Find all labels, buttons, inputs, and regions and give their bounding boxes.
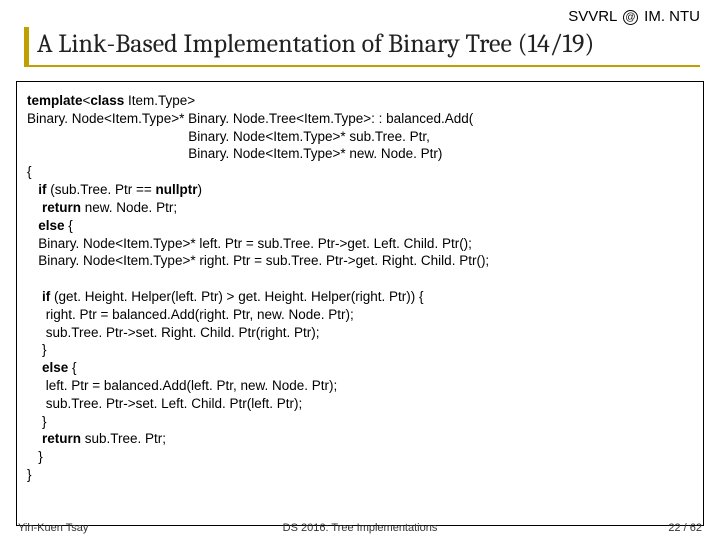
- code-line: [27, 270, 693, 288]
- at-symbol: @: [623, 10, 638, 25]
- code-line: Binary. Node<Item.Type>* new. Node. Ptr): [27, 145, 693, 163]
- code-line: sub.Tree. Ptr->set. Right. Child. Ptr(ri…: [27, 324, 693, 342]
- code-line: Binary. Node<Item.Type>* left. Ptr = sub…: [27, 235, 693, 253]
- code-line: }: [27, 341, 693, 359]
- code-box: template<class Item.Type> Binary. Node<I…: [16, 81, 704, 526]
- slide-header: SVVRL @ IM. NTU A Link-Based Implementat…: [0, 0, 720, 67]
- code-line: Binary. Node<Item.Type>* sub.Tree. Ptr,: [27, 128, 693, 146]
- code-line: }: [27, 413, 693, 431]
- code-line: }: [27, 448, 693, 466]
- footer-page: 22 / 62: [668, 522, 702, 534]
- code-line: Binary. Node<Item.Type>* right. Ptr = su…: [27, 252, 693, 270]
- code-line: sub.Tree. Ptr->set. Left. Child. Ptr(lef…: [27, 395, 693, 413]
- code-line: }: [27, 466, 693, 484]
- code-line: {: [27, 163, 693, 181]
- code-line: if (get. Height. Helper(left. Ptr) > get…: [27, 288, 693, 306]
- slide-title: A Link-Based Implementation of Binary Tr…: [37, 29, 700, 59]
- code-line: template<class Item.Type>: [27, 92, 693, 110]
- footer-course: DS 2016: Tree Implementations: [283, 522, 438, 534]
- ntu-label: IM. NTU: [644, 8, 700, 25]
- footer-author: Yih-Kuen Tsay: [18, 522, 88, 534]
- header-top-line: SVVRL @ IM. NTU: [24, 8, 704, 27]
- title-wrap: A Link-Based Implementation of Binary Tr…: [24, 27, 700, 67]
- code-line: else {: [27, 217, 693, 235]
- code-line: if (sub.Tree. Ptr == nullptr): [27, 181, 693, 199]
- code-line: left. Ptr = balanced.Add(left. Ptr, new.…: [27, 377, 693, 395]
- code-line: return sub.Tree. Ptr;: [27, 430, 693, 448]
- code-line: else {: [27, 359, 693, 377]
- code-line: right. Ptr = balanced.Add(right. Ptr, ne…: [27, 306, 693, 324]
- svvrl-label: SVVRL: [568, 8, 617, 25]
- slide-footer: Yih-Kuen Tsay DS 2016: Tree Implementati…: [0, 522, 720, 534]
- code-line: Binary. Node<Item.Type>* Binary. Node.Tr…: [27, 110, 693, 128]
- code-line: return new. Node. Ptr;: [27, 199, 693, 217]
